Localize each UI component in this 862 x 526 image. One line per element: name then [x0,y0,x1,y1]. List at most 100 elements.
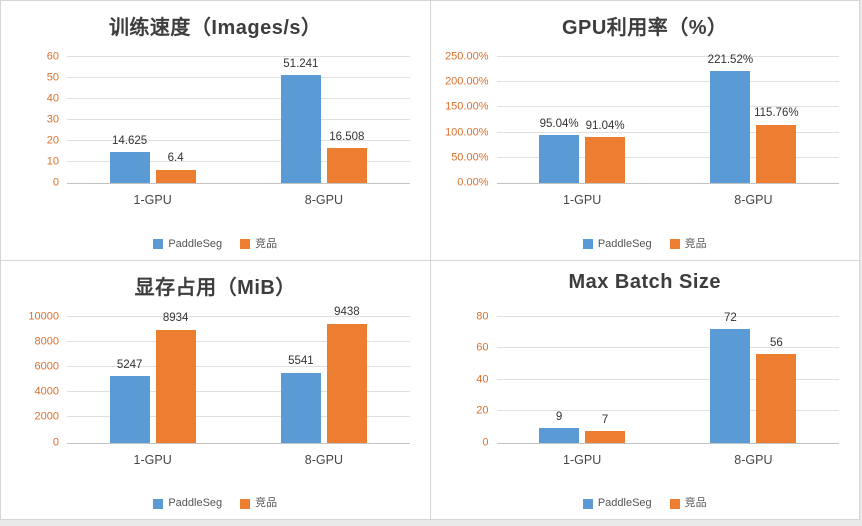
y-axis-tick-label: 50 [46,71,59,84]
bar-value-label: 95.04% [539,117,579,130]
plot-area: 0 20 40 60 80 1-GPU 9 7 8-GPU 72 56 [476,311,839,467]
legend-swatch-competitor [669,239,680,249]
y-axis-tick-label: 10 [46,155,59,168]
bar-competitor [585,137,626,183]
bar-value-label: 221.52% [707,53,754,66]
bar-competitor [326,323,367,443]
y-axis-tick-label: 200.00% [445,75,489,88]
chart-body: 0 2000 4000 6000 8000 10000 1-GPU 5247 8934 8-GPU… [1,261,430,520]
chart-panel-max-batch-size: Max Batch Size 0 20 40 60 80 1-GPU 9 7 8-GPU 72 56… [430,260,860,520]
y-axis-tick-label: 30 [46,113,59,126]
legend-swatch-competitor [240,239,251,249]
bar-competitor [155,329,196,443]
x-axis-category-label: 8-GPU [304,193,343,207]
x-axis-category-label: 1-GPU [133,452,172,467]
legend-swatch-paddleseg [582,239,593,249]
chart-panel-training-speed: 训练速度（Images/s） 0 10 20 30 40 50 60 1-GPU 14.625 6… [1,1,430,260]
y-axis-tick-label: 0.00% [457,176,489,189]
legend-item-competitor: 竞品 [240,237,278,250]
y-axis-tick-label: 80 [476,310,489,322]
legend-label: PaddleSeg [597,497,652,509]
bar-paddleseg [109,376,150,443]
legend-label: 竞品 [255,237,278,250]
y-axis-tick-label: 50.00% [451,151,489,164]
bar-value-label: 51.241 [283,57,319,70]
legend-swatch-competitor [240,498,251,509]
legend-label: PaddleSeg [168,237,223,250]
y-axis-tick-label: 10000 [28,310,59,322]
legend-label: PaddleSeg [597,237,652,250]
bar-value-label: 5247 [116,358,143,371]
bar-paddleseg [710,71,751,183]
gridline [496,56,839,57]
bar-paddleseg [539,135,580,183]
chart-title: 显存占用（MiB） [134,276,296,299]
gridline [496,378,839,380]
gridline [67,315,410,317]
bar-value-label: 7 [601,413,609,426]
gridline [496,156,839,158]
gridline [67,161,410,162]
bar-value-label: 56 [769,336,783,349]
gridline [67,119,410,120]
gridline [67,56,410,57]
bar-paddleseg [109,152,150,183]
legend-swatch-paddleseg [582,498,593,509]
gridline [496,81,839,83]
x-axis-category-label: 8-GPU [734,452,773,467]
gridline [67,98,410,99]
y-axis-tick-label: 60 [476,341,489,354]
y-axis-tick-label: 0 [482,436,489,448]
gridline [496,131,839,133]
gridline [67,365,410,367]
bar-value-label: 6.4 [167,152,184,165]
legend-swatch-paddleseg [153,498,164,509]
bar-paddleseg [710,329,751,443]
bar-paddleseg [280,75,321,183]
plot-area: 0 2000 4000 6000 8000 10000 1-GPU 5247 8934 8-GPU… [28,307,410,467]
legend-swatch-paddleseg [153,239,164,249]
bar-value-label: 9438 [334,306,360,319]
y-axis-tick-label: 40 [476,373,489,385]
gridline [67,391,410,393]
x-axis-category-label: 1-GPU [563,452,602,467]
bar-competitor [756,124,797,183]
chart-body: 0 10 20 30 40 50 60 1-GPU 14.625 6.4 8-GPU 51.241 16… [1,1,430,260]
y-axis-tick-label: 4000 [34,385,59,398]
bar-competitor [326,148,367,183]
gridline [496,410,839,411]
bar-value-label: 115.76% [754,107,799,120]
legend-item-competitor: 竞品 [669,497,707,509]
gridline [67,416,410,418]
bar-value-label: 16.508 [329,130,365,143]
gridline [496,347,839,348]
legend-item-competitor: 竞品 [240,498,277,509]
bar-value-label: 5541 [288,355,314,368]
legend-item-paddleseg: PaddleSeg [582,237,652,250]
chart-panel-gpu-utilization: GPU利用率（%） 0.00% 50.00% 100.00% 150.00% 200.0… [430,1,860,260]
y-axis-tick-label: 40 [46,92,59,105]
x-axis-category-label: 1-GPU [133,193,172,207]
legend-item-paddleseg: PaddleSeg [153,237,223,250]
chart-title: GPU利用率（%） [561,17,728,39]
bar-value-label: 9 [555,410,563,423]
bar-paddleseg [539,428,580,443]
y-axis-tick-label: 20 [46,134,59,147]
chart-title: Max Batch Size [568,270,722,293]
y-axis-tick-label: 6000 [34,360,59,373]
bar-paddleseg [280,372,321,443]
bar-value-label: 8934 [162,312,189,325]
y-axis-tick-label: 0 [52,176,59,189]
x-axis-category-label: 1-GPU [563,193,602,207]
chart-body: 0 20 40 60 80 1-GPU 9 7 8-GPU 72 56 PaddleSeg 竞品 [431,261,860,520]
legend-label: 竞品 [684,497,707,509]
gridline [67,77,410,78]
y-axis-tick-label: 20 [476,404,489,417]
chart-body: 0.00% 50.00% 100.00% 150.00% 200.00% 250.00% 1… [431,1,860,260]
y-axis-tick-label: 250.00% [445,50,489,63]
legend: PaddleSeg 竞品 [1,498,430,509]
plot-area: 0.00% 50.00% 100.00% 150.00% 200.00% 250.00% 1… [445,51,839,207]
bar-competitor [756,354,797,443]
gridline [496,106,839,108]
